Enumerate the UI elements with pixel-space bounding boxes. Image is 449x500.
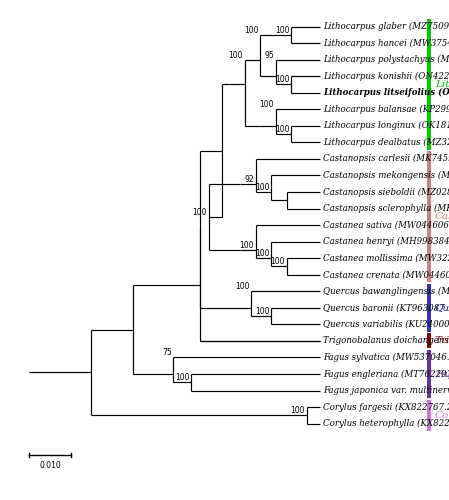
Text: 100: 100 bbox=[228, 50, 243, 59]
Text: Quercus baronii (KT963087.1): Quercus baronii (KT963087.1) bbox=[323, 304, 449, 312]
Text: 100: 100 bbox=[260, 100, 274, 110]
Text: 100: 100 bbox=[235, 282, 249, 292]
Text: Castanopsis mekongensis (MW043480.1): Castanopsis mekongensis (MW043480.1) bbox=[323, 171, 449, 180]
Text: 100: 100 bbox=[255, 249, 269, 258]
Text: Fagus sylvatica (MW537046.1): Fagus sylvatica (MW537046.1) bbox=[323, 353, 449, 362]
Text: Castanea crenata (MW044605.1): Castanea crenata (MW044605.1) bbox=[323, 270, 449, 279]
Text: 100: 100 bbox=[275, 26, 290, 35]
Bar bbox=[427, 19, 431, 150]
Text: Fagus japonica var. multinervis (MT762296.1): Fagus japonica var. multinervis (MT76229… bbox=[323, 386, 449, 395]
Text: 100: 100 bbox=[244, 26, 258, 35]
Text: Lithocarpus dealbatus (MZ322408.1): Lithocarpus dealbatus (MZ322408.1) bbox=[323, 138, 449, 147]
Bar bbox=[427, 350, 431, 398]
Text: Fagus engleriana (MT762293.1): Fagus engleriana (MT762293.1) bbox=[323, 370, 449, 378]
Text: Trigonobalanus doichangensis (KF990556.1): Trigonobalanus doichangensis (KF990556.1… bbox=[323, 336, 449, 345]
Text: Lithocarpus polystachyus (MK914534.1): Lithocarpus polystachyus (MK914534.1) bbox=[323, 55, 449, 64]
Bar bbox=[427, 400, 431, 431]
Bar bbox=[427, 334, 431, 348]
Text: Castanopsis sieboldii (MZ028444.1): Castanopsis sieboldii (MZ028444.1) bbox=[323, 188, 449, 196]
Text: 100: 100 bbox=[193, 208, 207, 217]
Text: 100: 100 bbox=[175, 374, 189, 382]
Bar bbox=[427, 152, 431, 282]
Text: 75: 75 bbox=[162, 348, 172, 358]
Text: Castanopsis carlesii (MK745999.1): Castanopsis carlesii (MK745999.1) bbox=[323, 154, 449, 164]
Text: Quercus variabilis (KU240009.1): Quercus variabilis (KU240009.1) bbox=[323, 320, 449, 329]
Text: Fagus: Fagus bbox=[435, 370, 449, 378]
Text: 0.010: 0.010 bbox=[39, 461, 61, 470]
Text: 100: 100 bbox=[275, 125, 290, 134]
Bar bbox=[427, 284, 431, 332]
Text: 100: 100 bbox=[255, 307, 269, 316]
Text: Quercus bawanglingensis (MK449426.1): Quercus bawanglingensis (MK449426.1) bbox=[323, 286, 449, 296]
Text: 95: 95 bbox=[264, 50, 274, 59]
Text: Quercus: Quercus bbox=[435, 304, 449, 312]
Text: 100: 100 bbox=[270, 258, 285, 266]
Text: 100: 100 bbox=[255, 183, 269, 192]
Text: Castanea henryi (MH998384.1): Castanea henryi (MH998384.1) bbox=[323, 237, 449, 246]
Text: Castanopsis: Castanopsis bbox=[435, 212, 449, 222]
Text: Castanopsis sclerophylla (MK387847.1): Castanopsis sclerophylla (MK387847.1) bbox=[323, 204, 449, 213]
Text: 100: 100 bbox=[275, 76, 290, 84]
Text: Lithocarpus: Lithocarpus bbox=[435, 80, 449, 89]
Text: 92: 92 bbox=[244, 174, 254, 184]
Text: Corylus: Corylus bbox=[435, 411, 449, 420]
Text: Lithocarpus glaber (MZ750954.1): Lithocarpus glaber (MZ750954.1) bbox=[323, 22, 449, 31]
Text: Lithocarpus konishii (ON422319.1): Lithocarpus konishii (ON422319.1) bbox=[323, 72, 449, 80]
Text: Lithocarpus balansae (KP299291.1): Lithocarpus balansae (KP299291.1) bbox=[323, 104, 449, 114]
Text: Lithocarpus hancei (MW375417.1): Lithocarpus hancei (MW375417.1) bbox=[323, 38, 449, 48]
Text: Trigonobalanus: Trigonobalanus bbox=[435, 336, 449, 345]
Text: Corylus heterophylla (KX822769.2): Corylus heterophylla (KX822769.2) bbox=[323, 419, 449, 428]
Text: 100: 100 bbox=[291, 406, 305, 416]
Text: Lithocarpus litseifolius (OM048987.1): Lithocarpus litseifolius (OM048987.1) bbox=[323, 88, 449, 98]
Text: 100: 100 bbox=[239, 241, 254, 250]
Text: Lithocarpus longinux (OK181903.1): Lithocarpus longinux (OK181903.1) bbox=[323, 121, 449, 130]
Text: Castanea sativa (MW044606.1): Castanea sativa (MW044606.1) bbox=[323, 220, 449, 230]
Text: Corylus fargesii (KX822767.2): Corylus fargesii (KX822767.2) bbox=[323, 402, 449, 411]
Text: Castanea mollissima (MW322901.1): Castanea mollissima (MW322901.1) bbox=[323, 254, 449, 262]
